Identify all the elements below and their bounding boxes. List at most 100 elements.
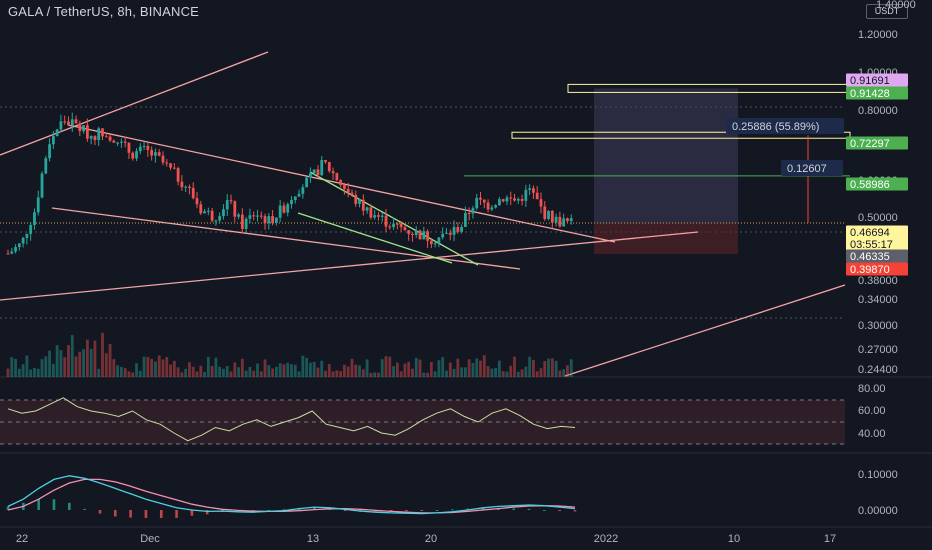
candle-body xyxy=(150,149,154,156)
volume-bar xyxy=(256,363,259,377)
volume-bar xyxy=(399,371,403,377)
target-box-2 xyxy=(511,131,851,139)
volume-bar xyxy=(36,368,40,377)
volume-bar xyxy=(358,365,361,377)
price-tick-label: 0.80000 xyxy=(858,105,898,117)
volume-bar xyxy=(433,371,437,377)
candle-body xyxy=(513,198,516,201)
candle-body xyxy=(369,207,373,218)
volume-bar xyxy=(448,362,452,377)
volume-bar xyxy=(494,368,498,377)
candle-body xyxy=(104,136,108,138)
candle-body xyxy=(358,199,361,204)
time-tick-label: 20 xyxy=(425,533,437,545)
candle-body xyxy=(180,181,184,188)
candle-body xyxy=(327,162,331,172)
candle-body xyxy=(429,240,433,245)
candle-body xyxy=(123,141,127,143)
candle-body xyxy=(59,121,63,130)
candle-body xyxy=(498,199,501,206)
volume-bar xyxy=(237,367,240,377)
volume-bar xyxy=(316,367,320,377)
candle-body xyxy=(501,199,505,202)
trade-zone xyxy=(0,83,851,255)
candle-body xyxy=(51,136,55,145)
candle-body xyxy=(550,210,554,223)
volume-bar xyxy=(373,372,377,377)
volume-bar xyxy=(505,371,509,377)
candle-body xyxy=(373,215,377,218)
price-label-text: 0.72297 xyxy=(850,138,890,150)
candle-body xyxy=(108,136,112,141)
macd-histogram-bar xyxy=(389,510,393,512)
candle-body xyxy=(316,169,320,176)
candle-body xyxy=(36,197,40,213)
price-label-box xyxy=(846,237,908,251)
volume-bar xyxy=(346,366,350,377)
price-tick-label: 0.38000 xyxy=(858,275,898,287)
candle-body xyxy=(278,205,282,218)
candle-body xyxy=(422,231,426,240)
macd-histogram-bar xyxy=(98,510,102,514)
currency-unit-badge[interactable]: USDT xyxy=(866,4,908,19)
candle-body xyxy=(361,199,365,211)
volume-bar xyxy=(172,360,176,377)
annotation-box xyxy=(781,160,843,176)
candle-body xyxy=(225,200,229,210)
candle-body xyxy=(350,192,354,195)
volume-bar xyxy=(214,357,218,377)
candle-body xyxy=(135,151,138,159)
candle-body xyxy=(407,230,411,234)
candle-body xyxy=(335,173,339,181)
candle-body xyxy=(176,168,180,182)
rsi-tick-label: 60.00 xyxy=(858,405,886,417)
candle-body xyxy=(172,167,176,169)
candle-body xyxy=(505,197,509,202)
volume-bar xyxy=(203,371,206,377)
candle-body xyxy=(259,215,263,217)
volume-bar xyxy=(566,365,569,377)
price-label-text: 0.91428 xyxy=(850,88,890,100)
price-tick-label: 0.30000 xyxy=(858,320,898,332)
volume-bar xyxy=(426,372,429,377)
volume-bar xyxy=(377,372,380,377)
volume-bar xyxy=(301,355,305,377)
price-label-box xyxy=(846,262,908,276)
volume-bar xyxy=(324,370,327,377)
candle-body xyxy=(112,140,116,143)
volume-bar xyxy=(343,364,346,377)
price-tick-label: 0.50000 xyxy=(858,212,898,224)
volume-bar xyxy=(539,368,543,377)
candle-body xyxy=(229,200,233,202)
candle-body xyxy=(494,205,498,208)
candle-body xyxy=(388,226,392,228)
volume-bar xyxy=(59,350,63,377)
candle-body xyxy=(14,247,17,252)
volume-bar xyxy=(395,362,399,377)
candle-body xyxy=(293,196,297,201)
grid-lines xyxy=(0,106,932,528)
volume-bar xyxy=(229,371,233,377)
volume-bar xyxy=(365,359,369,377)
volume-bar xyxy=(309,362,312,377)
volume-bar xyxy=(562,369,566,377)
price-label-text: 0.58986 xyxy=(850,179,890,191)
trendline xyxy=(0,51,269,156)
volume-bar xyxy=(206,356,210,377)
volume-bar xyxy=(486,366,490,377)
candle-body xyxy=(165,162,169,164)
volume-bar xyxy=(569,359,573,377)
volume-bar xyxy=(184,368,188,377)
candle-body xyxy=(142,146,146,148)
candlesticks xyxy=(6,112,573,255)
candle-body xyxy=(509,197,513,199)
candle-body xyxy=(101,128,104,137)
candle-body xyxy=(210,210,214,221)
price-label-text: 0.39870 xyxy=(850,264,890,276)
candle-body xyxy=(452,227,456,235)
candle-body xyxy=(138,146,142,152)
volume-bar xyxy=(479,360,482,377)
macd-tick-label: 0.10000 xyxy=(858,469,898,481)
volume-bar xyxy=(97,368,101,377)
